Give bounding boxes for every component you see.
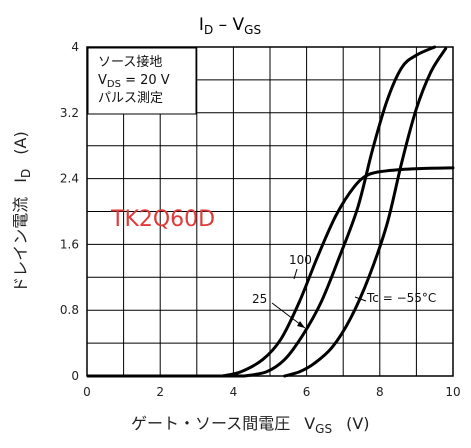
- x-tick-label: 10: [445, 385, 460, 399]
- x-axis-label-text: ゲート・ソース間電圧: [131, 414, 290, 433]
- y-tick-label: 0.8: [60, 303, 79, 317]
- condition-pulse: パルス測定: [98, 91, 163, 106]
- curve-label-100: 100: [289, 253, 312, 267]
- y-axis-label-sub: D: [19, 169, 33, 178]
- conditions-box: ソース接地 VDS = 20 V パルス測定: [87, 47, 197, 115]
- title-main-1: I: [199, 15, 204, 35]
- condition-vds-sub: DS: [107, 79, 121, 90]
- x-axis-label-sub: GS: [315, 422, 332, 436]
- curve-label-25: 25: [252, 292, 267, 306]
- condition-vds: VDS = 20 V: [98, 73, 170, 90]
- y-axis-label-unit: (A): [11, 131, 30, 154]
- x-axis-label: ゲート・ソース間電圧 VGS (V): [131, 414, 370, 436]
- y-tick-label: 0: [71, 369, 79, 383]
- curve-tc-25: [242, 45, 437, 378]
- title-dash: –: [213, 15, 232, 35]
- x-tick-label: 2: [156, 385, 164, 399]
- y-tick-label: 4: [71, 40, 79, 54]
- condition-source-grounded: ソース接地: [98, 54, 162, 70]
- x-tick-label: 6: [303, 385, 311, 399]
- curve-label-minus55: Tc = −55°C: [366, 291, 436, 305]
- leader-minus55: [354, 296, 367, 302]
- chart-title: ID – VGS: [199, 15, 261, 37]
- x-tick-label: 4: [230, 385, 238, 399]
- y-tick-label: 2.4: [60, 172, 79, 186]
- conditions-box-frame: [87, 47, 197, 115]
- x-axis-label-sym: V: [304, 414, 315, 433]
- y-tick-label: 3.2: [60, 106, 79, 120]
- leader-25-arrowhead: [297, 321, 305, 328]
- title-main-2: V: [233, 15, 245, 35]
- y-axis-label: ドレイン電流 ID (A): [11, 131, 33, 292]
- part-number-watermark: TK2Q60D: [110, 207, 215, 232]
- y-axis-label-text: ドレイン電流: [11, 197, 30, 293]
- curves: [87, 45, 455, 378]
- condition-vds-sym: V: [98, 73, 107, 88]
- y-tick-label: 1.6: [60, 237, 79, 251]
- condition-vds-value: = 20 V: [121, 73, 170, 88]
- x-tick-label: 0: [83, 385, 91, 399]
- y-axis-label-group: ドレイン電流 ID (A): [11, 131, 33, 292]
- curve-tc-100: [220, 166, 455, 378]
- title-sub-2: GS: [244, 23, 261, 37]
- title-sub-1: D: [204, 23, 213, 37]
- x-axis-label-unit: (V): [346, 414, 369, 433]
- x-tick-label: 8: [376, 385, 384, 399]
- curve-tc-minus55: [283, 47, 448, 378]
- y-axis-label-sym: I: [11, 178, 30, 183]
- leader-100: [293, 268, 298, 280]
